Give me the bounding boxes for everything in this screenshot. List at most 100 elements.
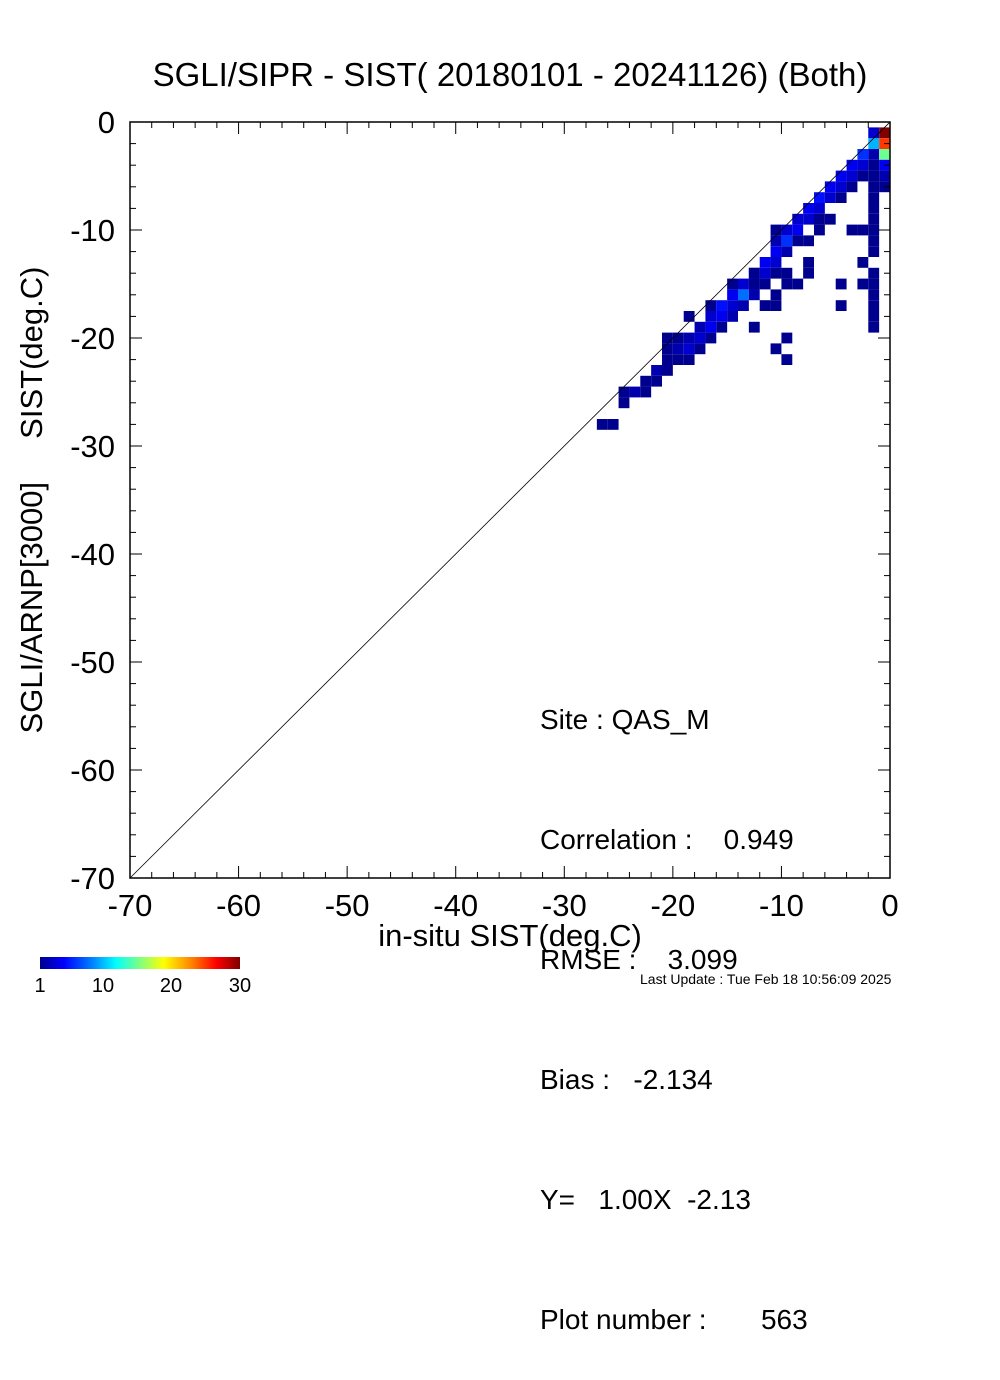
density-cell: [781, 246, 793, 257]
density-cell: [857, 170, 869, 182]
density-cells: [596, 127, 890, 430]
density-cell: [868, 149, 880, 160]
density-cell: [846, 224, 858, 236]
density-cell: [868, 224, 880, 236]
density-cell: [727, 300, 738, 311]
density-cell: [738, 300, 749, 311]
density-cell: [770, 224, 782, 236]
colorbar-tick-label: 20: [159, 975, 183, 997]
density-cell: [857, 224, 869, 236]
density-cell: [672, 343, 684, 355]
density-cell: [716, 300, 728, 311]
x-tick-label: -10: [759, 888, 804, 923]
density-cell: [727, 289, 738, 301]
plot-number-text: Plot number : 563: [540, 1304, 808, 1335]
density-cell: [803, 203, 814, 214]
density-cell: [868, 278, 880, 290]
density-cell: [781, 235, 793, 247]
colorbar-tick-label: 10: [91, 975, 115, 997]
density-cell: [651, 375, 662, 387]
density-cell: [770, 267, 782, 279]
density-cell: [857, 278, 869, 290]
density-cell: [868, 138, 880, 149]
correlation-text: Correlation : 0.949: [540, 824, 794, 855]
density-cell: [770, 257, 782, 268]
colorbar-tick-label: 30: [228, 975, 252, 997]
density-cell: [770, 246, 782, 257]
density-cell: [868, 321, 880, 333]
density-cell: [814, 203, 825, 214]
density-cell: [803, 235, 814, 247]
density-cell: [781, 332, 793, 344]
y-tick-label: -30: [70, 429, 115, 464]
density-cell: [835, 181, 847, 193]
density-cell: [770, 235, 782, 247]
density-cell: [727, 278, 738, 290]
density-cell: [868, 203, 880, 214]
density-cell: [738, 289, 749, 301]
density-cell: [662, 332, 673, 344]
y-tick-label: -10: [70, 213, 115, 248]
density-cell: [792, 235, 804, 247]
density-cell: [868, 181, 880, 193]
density-cell: [814, 192, 825, 203]
fit-equation-text: Y= 1.00X -2.13: [540, 1184, 751, 1215]
x-tick-label: -20: [650, 888, 695, 923]
scatter-density-plot: -70 -60 -50 -40 -30 -20 -10 0 0-10-20-30-40-50-…: [70, 105, 898, 923]
density-cell: [868, 170, 880, 182]
density-cell: [683, 311, 695, 322]
density-cell: [705, 300, 717, 311]
density-cell: [868, 159, 880, 171]
density-cell: [835, 300, 847, 311]
density-cell: [770, 343, 782, 355]
density-cell: [803, 213, 814, 225]
density-cell: [694, 343, 706, 355]
rmse-text: RMSE : 3.099: [540, 944, 738, 975]
density-cell: [651, 365, 662, 376]
density-cell: [629, 386, 641, 398]
y-tick-label: -60: [70, 753, 115, 788]
density-cell: [672, 354, 684, 365]
density-cell: [781, 224, 793, 236]
one-to-one-line: [129, 121, 891, 879]
density-cell: [716, 321, 728, 333]
y-axis-label: SGLI/ARNP[3000] SIST(deg.C): [14, 266, 49, 734]
density-cell: [835, 192, 847, 203]
density-cell: [814, 224, 825, 236]
density-cell: [824, 213, 836, 225]
density-cell: [868, 246, 880, 257]
density-cell: [879, 170, 890, 182]
density-cell: [683, 343, 695, 355]
density-cell: [846, 159, 858, 171]
density-cell: [694, 332, 706, 344]
y-tick-label: -40: [70, 537, 115, 572]
x-tick-label: -50: [325, 888, 370, 923]
density-cell: [672, 332, 684, 344]
density-cell: [868, 300, 880, 311]
x-tick-label: 0: [881, 888, 898, 923]
density-cell: [857, 257, 869, 268]
density-cell: [662, 354, 673, 365]
density-cell: [781, 354, 793, 365]
density-cell: [824, 192, 836, 203]
density-cell: [781, 267, 793, 279]
density-cell: [618, 386, 630, 398]
density-cell: [618, 397, 630, 409]
density-cell: [846, 181, 858, 193]
y-tick-label: -70: [70, 861, 115, 896]
colorbar-tick-label: 1: [34, 975, 46, 997]
density-cell: [716, 311, 728, 322]
x-tick-label: -30: [542, 888, 587, 923]
x-tick-label: -60: [216, 888, 261, 923]
density-cell: [694, 321, 706, 333]
density-cell: [803, 257, 814, 268]
y-tick-label: -50: [70, 645, 115, 680]
density-cell: [857, 159, 869, 171]
last-update-text: Last Update : Tue Feb 18 10:56:09 2025: [640, 971, 892, 987]
density-cell: [857, 149, 869, 160]
chart-title: SGLI/SIPR - SIST( 20180101 - 20241126) (…: [152, 56, 868, 93]
y-tick-labels: 0 -10 -20 -30 -40 -50 -60 -70: [70, 105, 115, 896]
density-cell: [738, 278, 749, 290]
density-cell: [868, 267, 880, 279]
stats-panel: Site : QAS_M Correlation : 0.949 RMSE : …: [540, 620, 808, 1380]
